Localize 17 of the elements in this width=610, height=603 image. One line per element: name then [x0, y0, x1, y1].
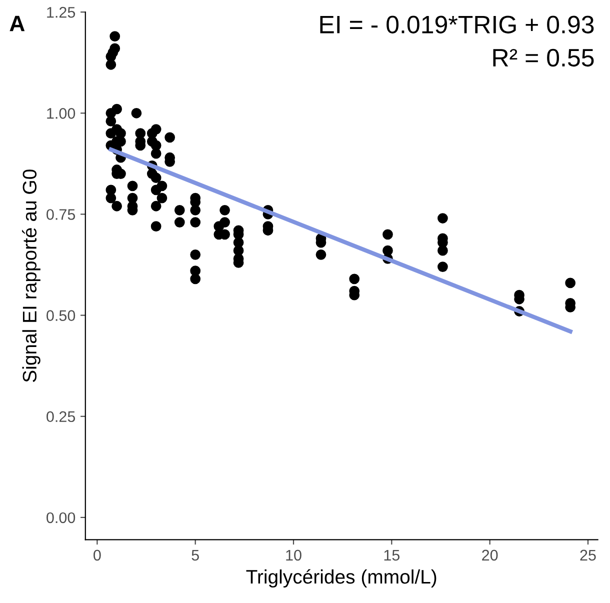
- x-tick-label: 5: [192, 550, 199, 561]
- annotation: EI = - 0.019*TRIG + 0.93: [320, 16, 594, 34]
- x-axis-title: Triglycérides (mmol/L): [246, 569, 436, 588]
- x-tick-label: 15: [384, 550, 400, 561]
- y-tick-label: 0.25: [46, 411, 76, 422]
- y-tick-label: 0.75: [46, 209, 76, 220]
- y-tick-label: 1.25: [47, 6, 76, 18]
- x-tick-label: 0: [94, 550, 101, 561]
- x-tick-label: 10: [286, 550, 302, 561]
- y-tick-label: 0.50: [46, 310, 76, 321]
- y-tick-label: 1.00: [47, 108, 76, 119]
- x-tick-label: 20: [482, 550, 498, 561]
- annotation: R² = 0.55: [493, 48, 594, 67]
- x-tick-label: 25: [580, 550, 596, 561]
- y-tick-label: 0.00: [46, 512, 76, 524]
- text: A: [10, 16, 25, 32]
- y-axis-title: Signal EI rapporté au G0: [22, 170, 40, 382]
